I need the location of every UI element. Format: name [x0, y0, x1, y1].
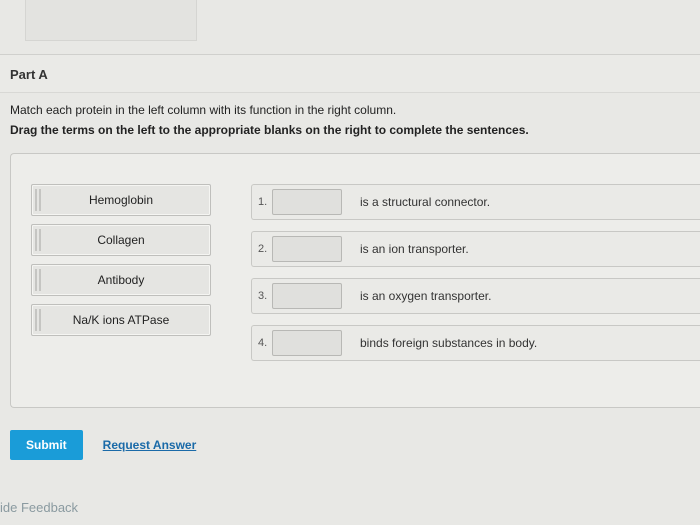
- part-header: Part A: [0, 55, 700, 93]
- blank-text: is an ion transporter.: [360, 242, 469, 256]
- blank-text: is an oxygen transporter.: [360, 289, 491, 303]
- term-collagen[interactable]: Collagen: [31, 224, 211, 256]
- actions-bar: Submit Request Answer: [0, 408, 700, 470]
- blank-number: 3.: [258, 290, 272, 302]
- blank-row-2: 2. is an ion transporter.: [251, 231, 700, 267]
- request-answer-link[interactable]: Request Answer: [103, 438, 197, 452]
- drop-target-2[interactable]: [272, 236, 342, 262]
- blank-row-4: 4. binds foreign substances in body.: [251, 325, 700, 361]
- blank-text: is a structural connector.: [360, 195, 490, 209]
- blank-number: 4.: [258, 337, 272, 349]
- terms-column: Hemoglobin Collagen Antibody Na/K ions A…: [31, 184, 211, 361]
- drop-target-4[interactable]: [272, 330, 342, 356]
- page: Part A Match each protein in the left co…: [0, 0, 700, 515]
- instruction-line-2: Drag the terms on the left to the approp…: [0, 121, 700, 147]
- feedback-link[interactable]: ide Feedback: [0, 470, 700, 515]
- top-region: [0, 0, 700, 55]
- term-hemoglobin[interactable]: Hemoglobin: [31, 184, 211, 216]
- blank-number: 2.: [258, 243, 272, 255]
- blank-row-3: 3. is an oxygen transporter.: [251, 278, 700, 314]
- drag-drop-area: Hemoglobin Collagen Antibody Na/K ions A…: [10, 153, 700, 408]
- columns: Hemoglobin Collagen Antibody Na/K ions A…: [31, 184, 700, 361]
- instruction-line-1: Match each protein in the left column wi…: [0, 93, 700, 121]
- submit-button[interactable]: Submit: [10, 430, 83, 460]
- drop-target-3[interactable]: [272, 283, 342, 309]
- blank-number: 1.: [258, 196, 272, 208]
- term-antibody[interactable]: Antibody: [31, 264, 211, 296]
- drop-target-1[interactable]: [272, 189, 342, 215]
- blank-text: binds foreign substances in body.: [360, 336, 537, 350]
- term-atpase[interactable]: Na/K ions ATPase: [31, 304, 211, 336]
- blanks-column: 1. is a structural connector. 2. is an i…: [251, 184, 700, 361]
- blank-row-1: 1. is a structural connector.: [251, 184, 700, 220]
